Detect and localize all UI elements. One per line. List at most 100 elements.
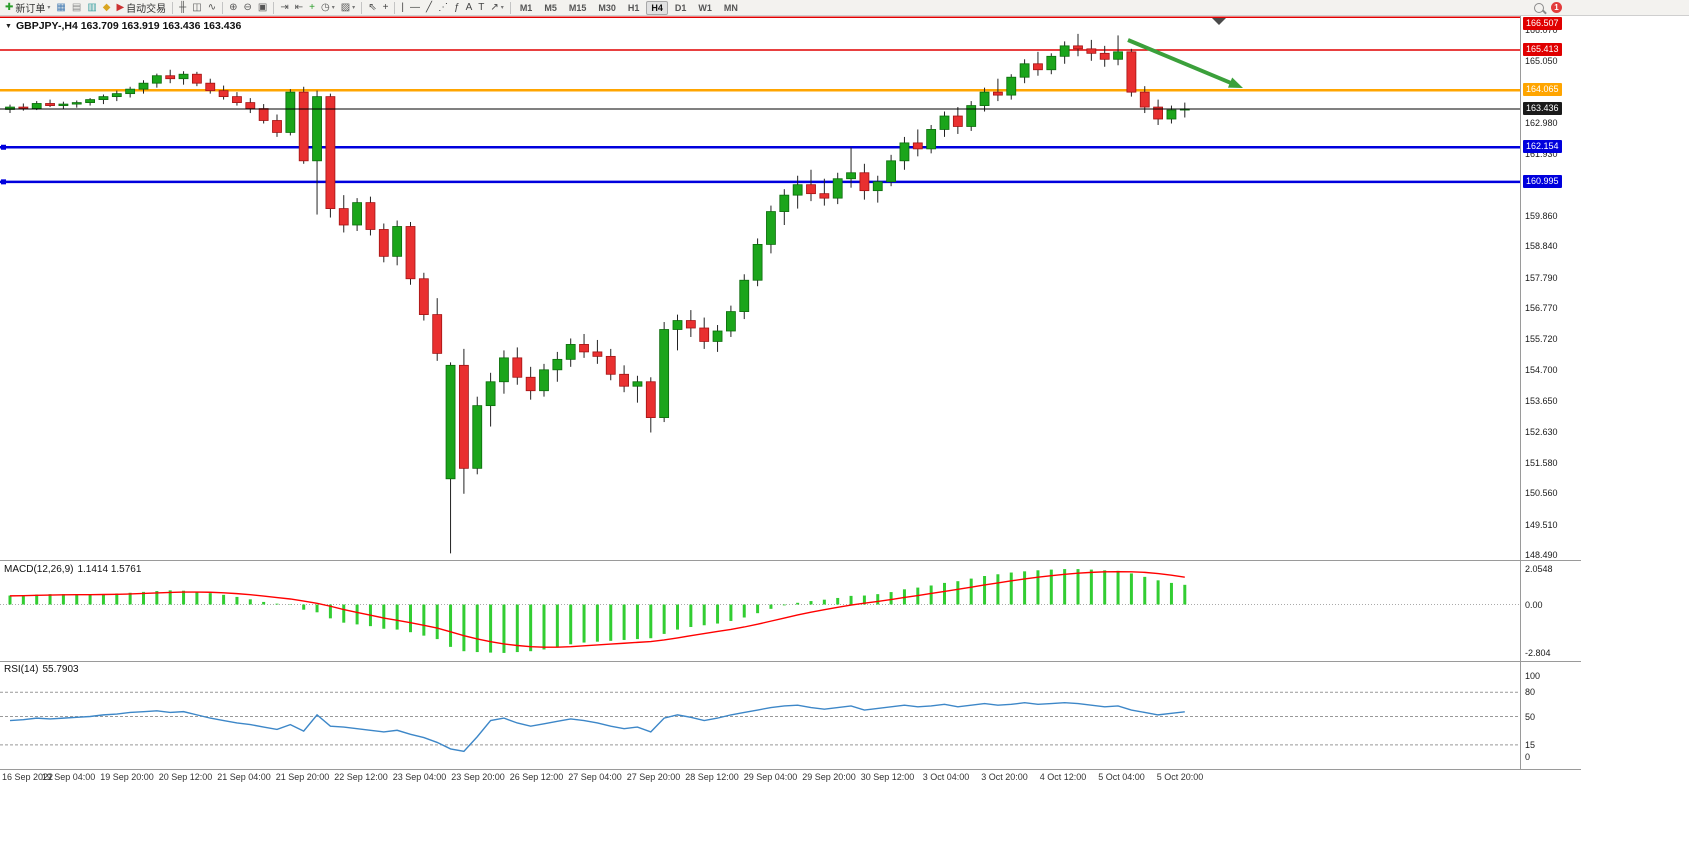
search-icon[interactable] [1534, 2, 1544, 13]
fibonacci-button[interactable]: ƒ [451, 1, 463, 15]
price-tag-160.995: 160.995 [1523, 174, 1562, 188]
periods-button[interactable]: ◷ ▾ [318, 1, 338, 15]
rsi-name: RSI(14) [4, 664, 39, 675]
price-tag-166.507: 166.507 [1523, 17, 1562, 30]
toolbar-separator [172, 1, 174, 14]
price-axis-label: 151.580 [1525, 457, 1558, 468]
line-chart-icon: ∿ [207, 1, 217, 13]
crosshair-button[interactable]: + [380, 1, 392, 15]
trend-arrow-head[interactable] [1227, 77, 1243, 88]
cursor-button[interactable]: ⇖ [365, 1, 379, 15]
horizontal-line-button[interactable]: — [407, 1, 423, 15]
price-axis-label: 150.560 [1525, 488, 1558, 499]
price-axis[interactable]: 166.070 165.050 162.980 161.930 159.860 158.8… [1521, 0, 1581, 790]
candlestick-chart-button[interactable]: ◫ [189, 1, 204, 15]
market-watch-button[interactable]: ▥ [84, 1, 99, 15]
time-axis-label: 3 Oct 20:00 [981, 772, 1028, 782]
crosshair-icon: + [382, 1, 389, 13]
templates-icon: ▨ [340, 1, 351, 13]
rsi-value: 55.7903 [42, 664, 79, 675]
timeframe-m15-button[interactable]: M15 [568, 2, 587, 13]
zoom-out-button[interactable]: ⊖ [241, 1, 255, 15]
new-chart-button[interactable]: ▦ [53, 1, 68, 15]
text-label-icon: T [478, 1, 485, 13]
macd-name: MACD(12,26,9) [4, 564, 74, 575]
price-tag-163.436: 163.436 [1523, 101, 1562, 115]
tile-windows-button[interactable]: ▣ [255, 1, 270, 15]
main-chart-canvas[interactable] [0, 16, 1520, 560]
chart-shift-icon: ⇤ [294, 1, 304, 13]
text-button[interactable]: A [463, 1, 476, 15]
time-axis-label: 16 Sep 2022 [2, 772, 54, 782]
bar-chart-icon: ╫ [179, 1, 187, 13]
time-axis-label: 5 Oct 20:00 [1156, 772, 1204, 782]
notification-badge[interactable]: 1 [1551, 2, 1562, 13]
chart-shift-button[interactable]: ⇤ [292, 1, 306, 15]
toolbar-separator [361, 1, 363, 14]
autotrading-button[interactable]: ▶ 自动交易 [113, 1, 169, 15]
equidistant-channel-button[interactable]: ⋰ [435, 1, 451, 15]
trendline-button[interactable]: ╱ [423, 1, 435, 15]
autotrading-icon: ▶ [116, 1, 125, 13]
time-axis-label: 26 Sep 12:00 [509, 772, 564, 782]
time-axis-label: 21 Sep 20:00 [275, 772, 330, 782]
timeframe-m30-button[interactable]: M30 [598, 2, 616, 13]
profiles-button[interactable]: ▤ [69, 1, 84, 15]
timeframe-m1-button[interactable]: M1 [519, 2, 533, 13]
bar-chart-button[interactable]: ╫ [176, 1, 189, 15]
toolbar-separator [273, 1, 275, 14]
rsi-axis-label: 50 [1525, 711, 1536, 722]
vertical-line-button[interactable]: | [398, 1, 407, 15]
line-handle[interactable] [1, 179, 6, 185]
time-axis-label: 3 Oct 04:00 [922, 772, 970, 782]
zoom-out-icon: ⊖ [243, 1, 252, 13]
price-axis-label: 152.630 [1525, 426, 1558, 437]
macd-signal-line [9, 570, 1185, 648]
horizontal-line-icon: — [410, 1, 421, 13]
timeframe-d1-button[interactable]: D1 [674, 2, 687, 13]
timeframe-h1-button[interactable]: H1 [627, 2, 640, 13]
line-handle[interactable] [1, 144, 6, 150]
chart-shift-marker-icon[interactable] [1212, 18, 1226, 25]
timeframe-mn-button[interactable]: MN [723, 2, 738, 13]
arrows-button[interactable]: ↗ ▾ [487, 1, 506, 15]
auto-scroll-button[interactable]: ⇥ [277, 1, 291, 15]
time-axis-label: 21 Sep 04:00 [217, 772, 271, 782]
rsi-indicator-label: RSI(14) 55.7903 [4, 664, 83, 675]
time-axis[interactable]: 16 Sep 2022 19 Sep 04:00 19 Sep 20:00 20 Se… [0, 769, 1520, 787]
fibonacci-icon: ƒ [454, 1, 460, 13]
timeframe-m5-button[interactable]: M5 [544, 2, 557, 13]
rsi-panel[interactable] [0, 662, 1520, 768]
indicators-button[interactable]: + [306, 1, 318, 15]
panel-splitter[interactable] [0, 661, 1581, 662]
equidistant-channel-icon: ⋰ [438, 1, 449, 13]
new-order-button[interactable]: ✚ 新订单 ▾ [2, 1, 53, 15]
toolbar: ✚ 新订单 ▾ ▦ ▤ ▥ ◆ ▶ 自动交易 ╫ ◫ ∿ ⊕ ⊖ ▣ ⇥ ⇤ + ◷ ▾ ▨ ▾ ⇖ + | — ╱ ⋰ ƒ A T ↗ ▾ M1… [0, 0, 1689, 16]
panel-splitter[interactable] [0, 560, 1581, 561]
one-click-collapse-icon[interactable] [5, 20, 16, 32]
time-axis-label: 22 Sep 12:00 [334, 772, 388, 782]
line-chart-button[interactable]: ∿ [205, 1, 219, 15]
arrows-icon: ↗ [490, 1, 499, 13]
time-axis-label: 5 Oct 04:00 [1098, 772, 1145, 782]
text-icon: A [465, 1, 473, 13]
rsi-line [9, 702, 1185, 753]
dropdown-caret-icon: ▾ [500, 5, 504, 11]
autotrading-label: 自动交易 [126, 4, 167, 15]
price-axis-label: 165.050 [1525, 55, 1558, 66]
macd-panel[interactable] [0, 562, 1520, 660]
new-chart-icon: ▦ [56, 1, 66, 13]
time-axis-label: 29 Sep 20:00 [802, 772, 856, 782]
price-axis-separator [1520, 16, 1521, 769]
zoom-in-button[interactable]: ⊕ [226, 1, 240, 15]
new-order-label: 新订单 [15, 4, 46, 15]
panel-splitter [0, 769, 1581, 770]
symbol-ohlc-text: GBPJPY-,H4 163.709 163.919 163.436 163.4… [15, 20, 242, 32]
trendline-icon: ╱ [426, 1, 433, 13]
timeframe-w1-button[interactable]: W1 [698, 2, 712, 13]
timeframe-h4-button[interactable]: H4 [646, 0, 668, 15]
metaeditor-button[interactable]: ◆ [100, 1, 114, 15]
text-label-button[interactable]: T [475, 1, 487, 15]
templates-button[interactable]: ▨ ▾ [338, 1, 358, 15]
trend-arrow[interactable] [1127, 38, 1237, 87]
